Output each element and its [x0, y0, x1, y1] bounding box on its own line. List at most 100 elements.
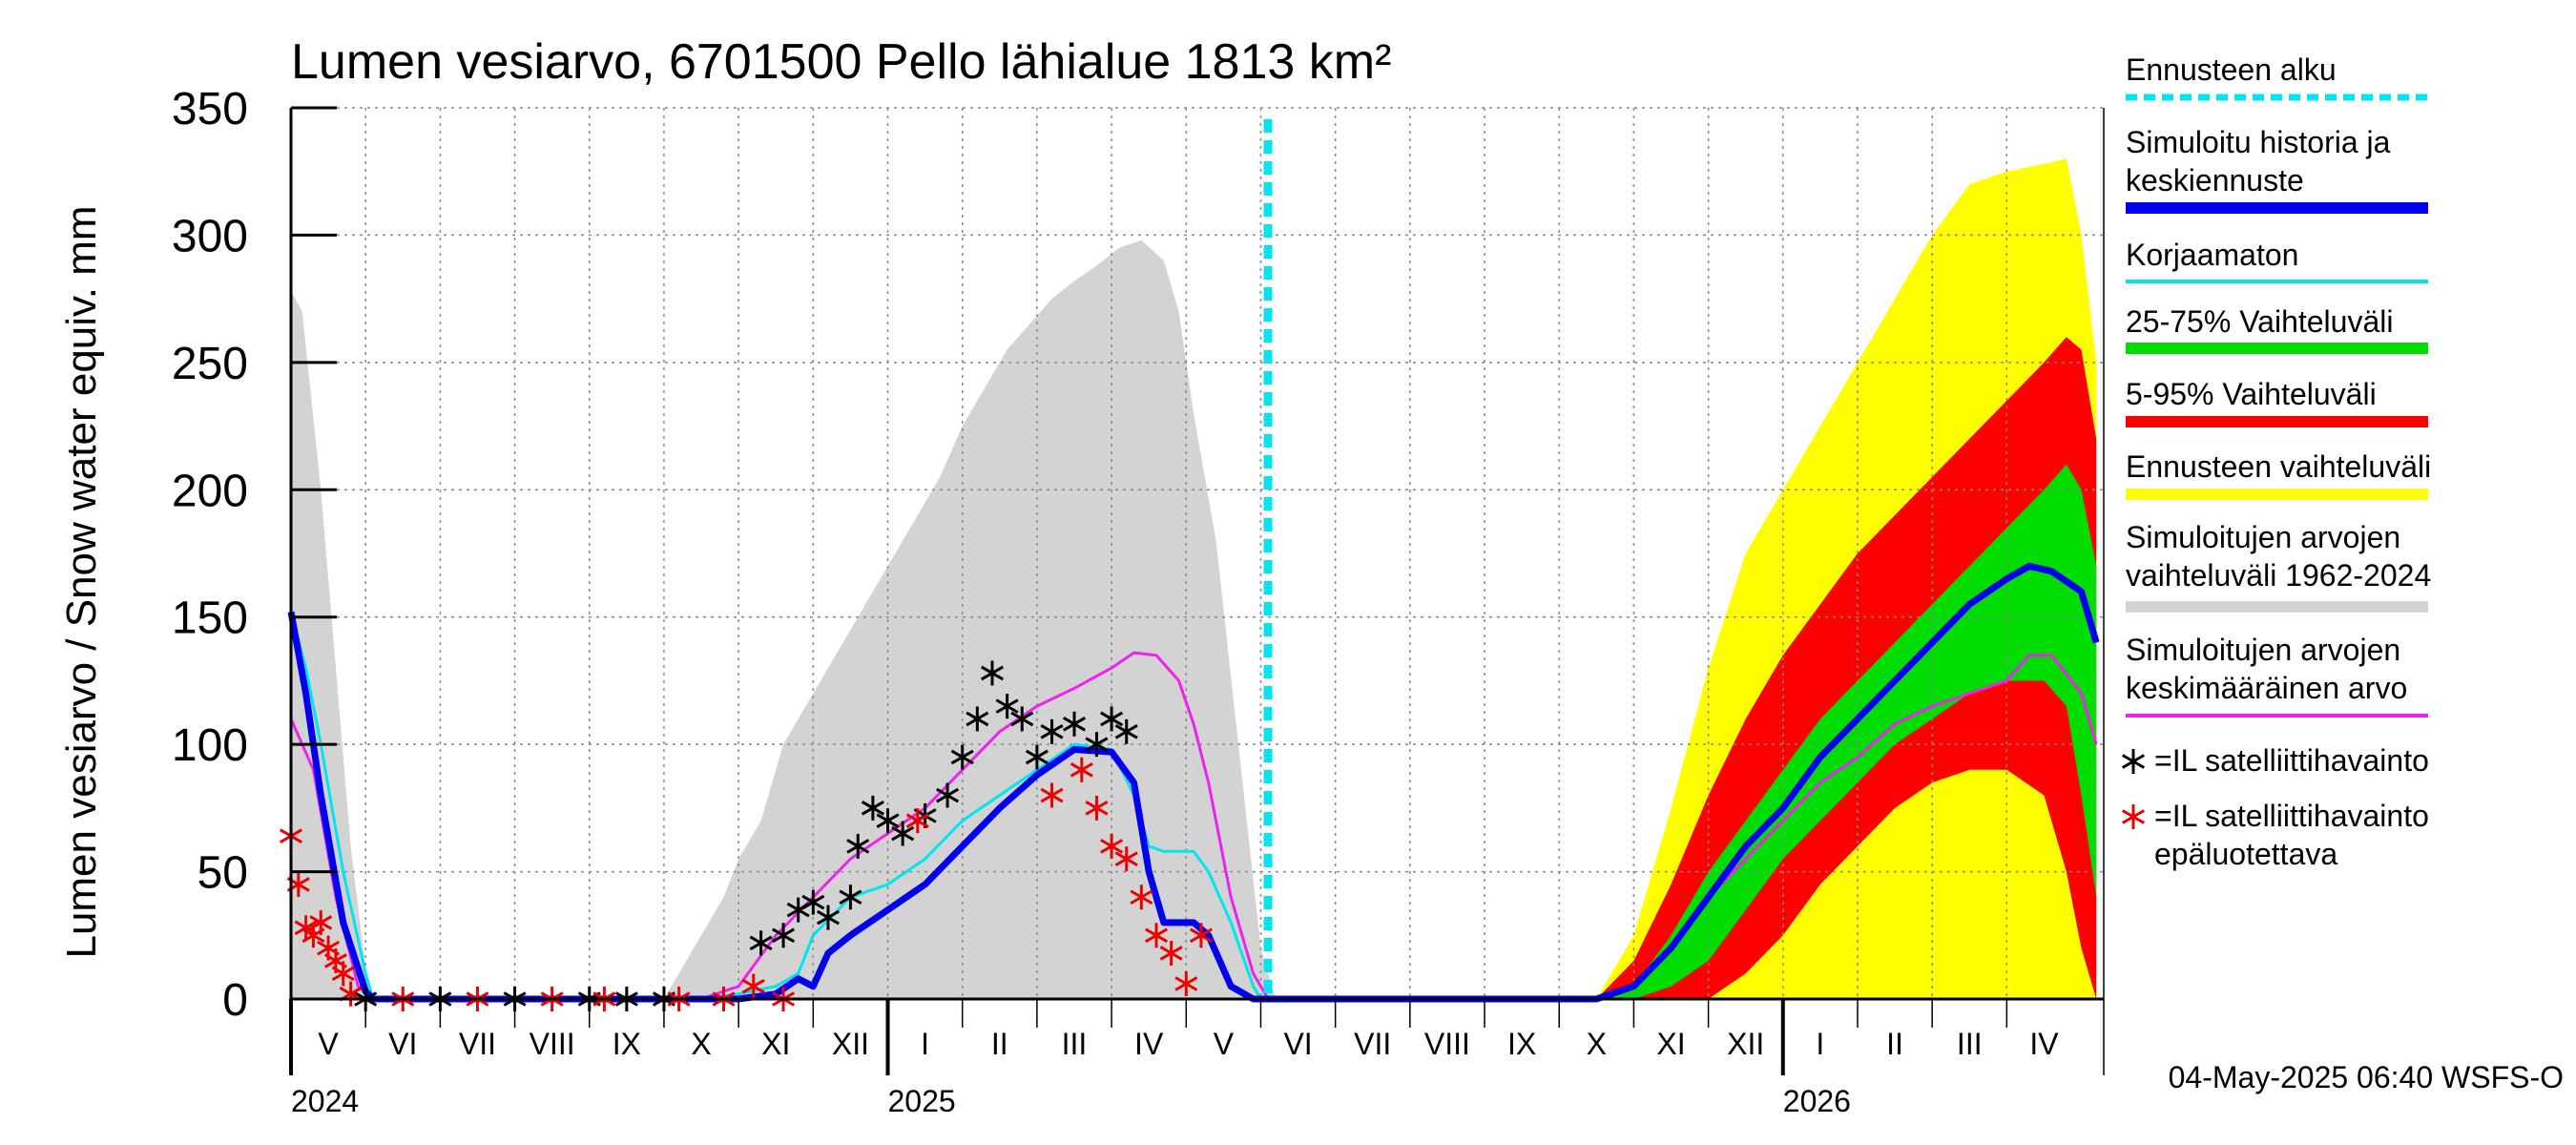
y-tick-label: 150	[172, 593, 248, 644]
legend-label: =IL satelliittihavainto epäluotettava	[2154, 799, 2429, 871]
data-point-0	[816, 905, 840, 930]
year-label: 2024	[291, 1084, 359, 1118]
data-point-0	[1085, 732, 1109, 758]
legend-marker	[2121, 804, 2146, 829]
month-label: IV	[1134, 1027, 1164, 1061]
y-axis-label: Lumen vesiarvo / Snow water equiv. mm	[58, 205, 105, 958]
month-label: X	[691, 1027, 711, 1061]
month-label: II	[1886, 1027, 1903, 1061]
series-line-2	[287, 562, 2100, 1003]
legend-label: 5-95% Vaihteluväli	[2126, 377, 2377, 411]
month-label: I	[1816, 1027, 1824, 1061]
legend-item: 5-95% Vaihteluväli	[2126, 377, 2428, 427]
month-label: VII	[459, 1027, 496, 1061]
month-label: IX	[613, 1027, 641, 1061]
data-point-0	[1114, 718, 1138, 744]
data-point-0	[936, 782, 960, 808]
axes-layer: V VI VII VIII IX X XI XII I II III IV V VI VII VIII IX X X…	[172, 84, 2105, 1118]
data-point-0	[801, 889, 825, 915]
data-point-0	[891, 821, 915, 846]
line-layer	[287, 119, 2100, 1003]
data-point-0	[950, 744, 974, 770]
data-point-0	[1010, 706, 1034, 732]
data-point-1	[1085, 795, 1109, 821]
legend-item: Korjaamaton	[2126, 238, 2428, 283]
month-label: X	[1587, 1027, 1607, 1061]
data-point-0	[995, 694, 1019, 719]
legend-label: Simuloitu historia ja keskiennuste	[2126, 125, 2391, 198]
data-point-1	[741, 973, 765, 999]
y-tick-label: 50	[197, 848, 248, 899]
series-line-1	[289, 612, 1277, 1001]
legend-label: =IL satelliittihavainto	[2154, 743, 2429, 778]
month-label: VIII	[530, 1027, 575, 1061]
month-label: III	[1957, 1027, 1983, 1061]
data-point-1	[1114, 846, 1138, 872]
y-tick-label: 0	[222, 975, 248, 1026]
legend-label: Ennusteen alku	[2126, 52, 2337, 87]
data-point-0	[980, 660, 1004, 686]
y-tick-label: 250	[172, 339, 248, 389]
data-point-1	[331, 961, 355, 987]
chart-title: Lumen vesiarvo, 6701500 Pello lähialue 1…	[291, 34, 1391, 90]
legend-item: Ennusteen vaihteluväli	[2126, 449, 2431, 500]
month-label: XI	[761, 1027, 790, 1061]
month-label: VI	[388, 1027, 417, 1061]
data-point-1	[309, 909, 333, 935]
data-point-0	[839, 885, 862, 910]
marker-layer	[279, 660, 1213, 1011]
data-point-1	[1189, 923, 1213, 948]
series-line-0	[289, 651, 2098, 1001]
data-point-1	[1159, 940, 1183, 966]
data-point-0	[1100, 706, 1124, 732]
data-point-0	[772, 923, 796, 948]
data-point-1	[1130, 885, 1153, 910]
data-point-1	[1070, 757, 1093, 782]
legend-marker	[2121, 749, 2146, 774]
month-label: II	[991, 1027, 1008, 1061]
legend-label: Simuloitujen arvojen keskimääräinen arvo	[2126, 633, 2407, 705]
month-label: XII	[1727, 1027, 1764, 1061]
legend: Ennusteen alku Simuloitu historia ja keski…	[2121, 52, 2431, 871]
month-label: III	[1062, 1027, 1088, 1061]
y-tick-label: 300	[172, 211, 248, 261]
legend-item: Simuloitu historia ja keskiennuste	[2126, 125, 2428, 214]
legend-item: Simuloitujen arvojen vaihteluväli 1962-20…	[2126, 520, 2431, 613]
data-point-0	[1062, 711, 1086, 737]
legend-item: =IL satelliittihavainto	[2121, 743, 2429, 778]
legend-item: Simuloitujen arvojen keskimääräinen arvo	[2126, 633, 2428, 718]
data-point-1	[1040, 782, 1064, 808]
data-point-1	[1174, 970, 1198, 996]
month-label: IX	[1507, 1027, 1536, 1061]
data-point-1	[905, 808, 929, 834]
legend-label: Ennusteen vaihteluväli	[2126, 449, 2431, 484]
month-label: XII	[832, 1027, 869, 1061]
data-point-1	[1144, 923, 1169, 948]
band-layer	[291, 158, 2097, 1000]
y-tick-label: 350	[172, 84, 248, 135]
data-point-0	[861, 795, 884, 821]
legend-item: 25-75% Vaihteluväli	[2126, 304, 2428, 354]
timestamp-footer: 04-May-2025 06:40 WSFS-O	[2169, 1060, 2564, 1094]
data-point-0	[966, 706, 989, 732]
data-point-0	[1025, 744, 1049, 770]
legend-label: Simuloitujen arvojen vaihteluväli 1962-20…	[2126, 520, 2431, 593]
month-label: I	[921, 1027, 929, 1061]
data-point-0	[749, 930, 773, 956]
legend-label: Korjaamaton	[2126, 238, 2298, 272]
legend-item: Ennusteen alku	[2126, 52, 2428, 101]
y-tick-label: 200	[172, 466, 248, 516]
legend-label: 25-75% Vaihteluväli	[2126, 304, 2393, 339]
legend-item: =IL satelliittihavainto epäluotettava	[2121, 799, 2429, 871]
year-label: 2026	[1783, 1084, 1851, 1118]
data-point-0	[876, 808, 900, 834]
year-label: 2025	[888, 1084, 956, 1118]
data-point-1	[1100, 833, 1124, 859]
month-label: VIII	[1424, 1027, 1470, 1061]
y-tick-label: 100	[172, 720, 248, 771]
data-point-0	[846, 833, 870, 859]
band-0	[291, 239, 2097, 1000]
